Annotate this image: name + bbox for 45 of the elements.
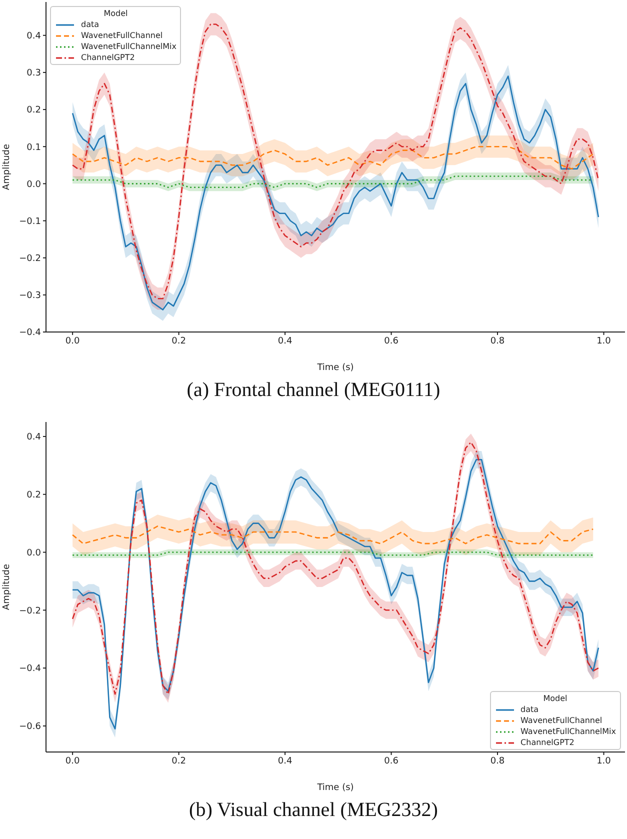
y-tick-label: −0.4 <box>19 664 42 674</box>
x-axis-title: Time (s) <box>316 363 354 373</box>
legend-title: Model <box>102 8 129 19</box>
y-tick-label: 0.0 <box>26 548 42 558</box>
legend-label: WavenetFullChannelMix <box>520 726 616 737</box>
x-tick-label: 0.8 <box>490 756 505 766</box>
line-series <box>72 526 594 544</box>
y-tick-label: 0.3 <box>26 68 41 79</box>
y-tick-label: 0.4 <box>26 432 42 443</box>
x-tick-label: 0.4 <box>278 756 292 766</box>
legend-label: data <box>520 704 539 715</box>
legend-label: WavenetFullChannelMix <box>81 41 176 52</box>
x-tick-label: 0.4 <box>278 336 292 346</box>
x-tick-label: 0.0 <box>65 336 80 346</box>
y-axis-title: Amplitude <box>2 563 12 610</box>
y-tick-label: 0.0 <box>26 180 42 190</box>
y-tick-label: −0.6 <box>19 722 42 732</box>
text: (b) Visual channel (MEG2332) <box>188 798 439 823</box>
y-tick-label: −0.4 <box>19 328 42 338</box>
x-tick-label: 1.0 <box>596 336 612 346</box>
x-tick-label: 0.0 <box>65 756 80 766</box>
legend-label: WavenetFullChannel <box>520 715 602 726</box>
y-tick-label: −0.2 <box>19 254 41 264</box>
line-series <box>72 146 594 170</box>
legend-label: ChannelGPT2 <box>81 52 135 63</box>
legend-label: data <box>81 19 100 30</box>
legend-label: ChannelGPT2 <box>520 737 574 748</box>
text: (a) Frontal channel (MEG0111) <box>186 378 442 403</box>
y-tick-label: 0.2 <box>26 106 41 116</box>
x-tick-label: 0.6 <box>384 336 399 346</box>
x-tick-label: 1.0 <box>596 756 612 766</box>
x-tick-label: 0.8 <box>490 336 505 346</box>
legend-label: WavenetFullChannel <box>81 30 163 41</box>
x-tick-label: 0.2 <box>172 336 186 346</box>
x-tick-label: 0.2 <box>172 756 186 766</box>
y-tick-label: −0.1 <box>19 216 41 227</box>
y-tick-label: −0.2 <box>19 606 41 616</box>
y-tick-label: 0.1 <box>26 142 41 153</box>
legend-title: Model <box>542 693 568 704</box>
x-axis-title: Time (s) <box>316 783 354 793</box>
x-tick-label: 0.6 <box>384 756 399 766</box>
y-axis-title: Amplitude <box>2 143 12 190</box>
y-tick-label: −0.3 <box>19 291 41 302</box>
y-tick-label: 0.2 <box>26 490 41 501</box>
y-tick-label: 0.4 <box>26 32 42 42</box>
